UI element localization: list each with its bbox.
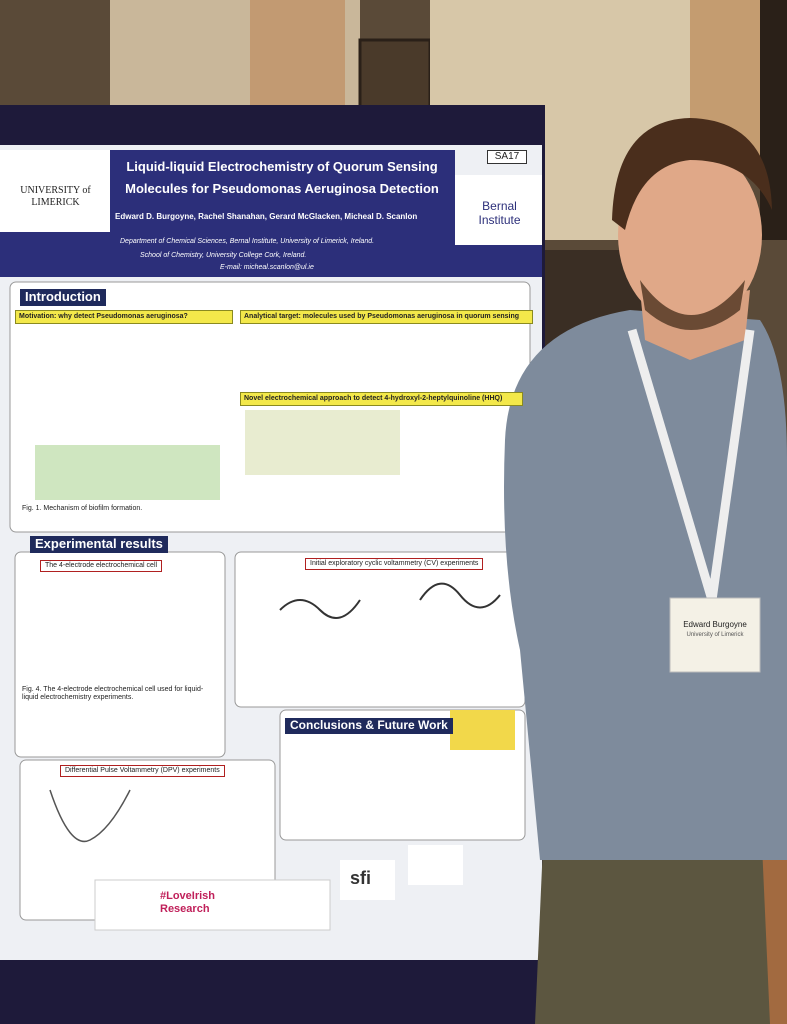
subheading: Analytical target: molecules used by Pse… xyxy=(240,310,533,325)
university-logo: UNIVERSITY of LIMERICK xyxy=(20,185,91,208)
affiliation: Department of Chemical Sciences, Bernal … xyxy=(120,238,375,245)
logo-box xyxy=(0,150,110,232)
subheading: Novel electrochemical approach to detect… xyxy=(240,392,523,407)
affiliation: School of Chemistry, University College … xyxy=(140,252,307,259)
sponsor-box xyxy=(408,845,463,885)
figure xyxy=(245,410,400,475)
subheading: The 4-electrode electrochemical cell xyxy=(40,560,163,573)
panel xyxy=(234,551,526,708)
badge-org: University of Limerick xyxy=(686,632,744,638)
badge-name: Edward Burgoyne xyxy=(683,620,747,629)
affiliation-banner xyxy=(0,232,542,277)
board-number: SA17 xyxy=(487,150,527,164)
dpv-curve xyxy=(49,789,131,843)
bernal-box xyxy=(455,175,542,245)
figure xyxy=(35,445,220,500)
subheading: Differential Pulse Voltammetry (DPV) exp… xyxy=(60,765,225,778)
caption: Fig. 4. The 4-electrode electrochemical … xyxy=(22,686,204,702)
sponsor-box xyxy=(94,879,331,931)
doorway xyxy=(760,0,787,240)
cv-curve xyxy=(279,599,361,619)
title-banner xyxy=(110,150,455,232)
poster-title: Molecules for Pseudomonas Aeruginosa Det… xyxy=(125,181,439,196)
panel xyxy=(14,551,226,758)
poster-title: Liquid-liquid Electrochemistry of Quorum… xyxy=(126,159,438,174)
subheading: Motivation: why detect Pseudomonas aerug… xyxy=(15,310,233,325)
shirt xyxy=(504,310,787,860)
institute-logo: Bernal Institute xyxy=(478,199,521,227)
sponsor-logo: sfi xyxy=(350,868,372,888)
caption: Fig. 1. Mechanism of biofilm formation. xyxy=(22,505,143,512)
section-heading: Conclusions & Future Work xyxy=(285,718,453,734)
subheading: Initial exploratory cyclic voltammetry (… xyxy=(305,558,484,571)
sponsor-box xyxy=(340,860,395,900)
cv-curve xyxy=(419,582,501,609)
authors: Edward D. Burgoyne, Rachel Shanahan, Ger… xyxy=(115,212,418,221)
beard xyxy=(640,280,745,330)
hair xyxy=(612,118,772,230)
email: E-mail: micheal.scanlon@ul.ie xyxy=(220,264,314,271)
section-heading: Experimental results xyxy=(30,536,168,553)
sponsor-logo: #LoveIrish Research xyxy=(160,890,216,915)
face xyxy=(618,145,762,325)
badge xyxy=(669,597,761,673)
figure xyxy=(450,710,515,750)
section-heading: Introduction xyxy=(20,289,106,306)
